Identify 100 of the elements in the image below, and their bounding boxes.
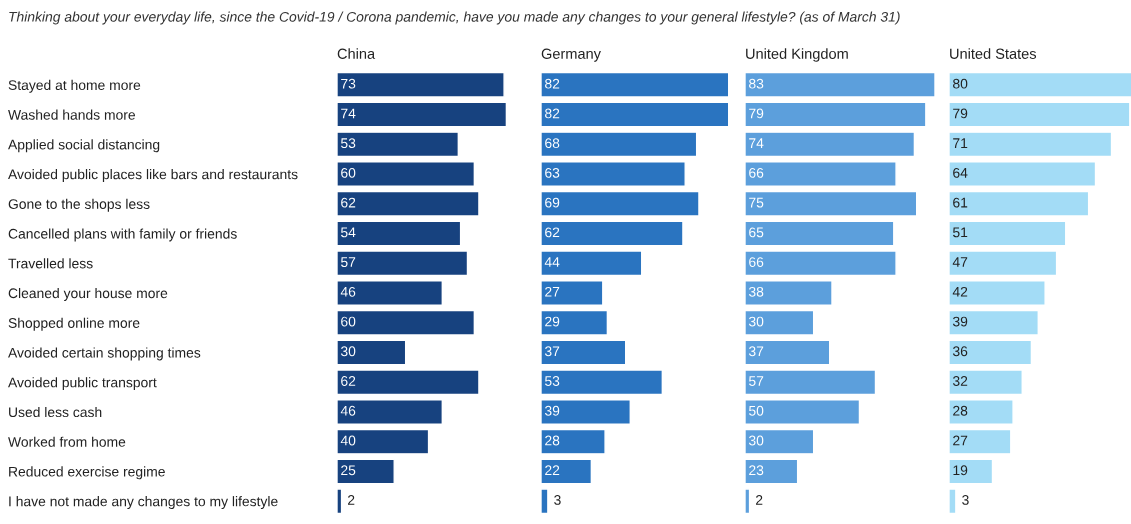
- data-label: 74: [341, 108, 356, 119]
- data-label: 28: [953, 405, 968, 416]
- y-tick-label: Washed hands more: [8, 109, 136, 120]
- bar: [949, 190, 1090, 217]
- data-label: 82: [545, 78, 560, 89]
- bar: [541, 71, 730, 98]
- data-label: 51: [952, 227, 968, 238]
- bar: [541, 101, 730, 128]
- data-label: 39: [544, 405, 560, 416]
- bar: [541, 190, 700, 217]
- data-label: 2: [756, 495, 763, 505]
- bar: [541, 369, 664, 396]
- data-label: 75: [749, 197, 764, 208]
- data-label: 2: [348, 495, 355, 505]
- data-label: 62: [341, 197, 356, 208]
- bar: [745, 428, 815, 455]
- y-tick-label: Shopped online more: [8, 317, 140, 331]
- y-tick-label: Travelled less: [8, 258, 93, 269]
- data-label: 68: [545, 138, 560, 149]
- y-tick-label: I have not made any changes to my lifestyle: [9, 496, 278, 510]
- data-label: 38: [748, 286, 764, 297]
- data-label: 27: [545, 286, 560, 297]
- y-tick-label: Used less cash: [9, 406, 102, 418]
- data-label: 46: [340, 286, 356, 297]
- data-label: 69: [545, 197, 560, 208]
- data-label: 83: [749, 78, 764, 89]
- data-label: 39: [952, 316, 968, 327]
- bar: [745, 250, 897, 277]
- bar: [745, 488, 751, 515]
- bar: [949, 250, 1058, 277]
- bar: [541, 161, 686, 187]
- bar: [541, 250, 643, 277]
- data-label: 3: [962, 495, 969, 505]
- bar: [337, 250, 469, 277]
- chart-title: United Kingdom: [746, 48, 848, 62]
- data-label: 23: [749, 465, 764, 476]
- bar: [949, 458, 994, 485]
- bar: [949, 369, 1023, 396]
- y-tick-label: Cleaned your house more: [8, 287, 168, 301]
- data-label: 66: [749, 167, 764, 178]
- bar: [337, 339, 407, 366]
- bar: [949, 428, 1012, 455]
- chart-title: Germany: [541, 48, 601, 62]
- y-tick-label: Worked from home: [8, 436, 126, 447]
- data-label: 40: [340, 435, 356, 446]
- y-tick-label: Applied social distancing: [8, 139, 160, 153]
- bar: [745, 309, 815, 336]
- data-label: 44: [544, 257, 560, 267]
- bar: [337, 399, 443, 425]
- bar: [949, 309, 1039, 336]
- data-label: 25: [341, 465, 356, 476]
- bar: [949, 101, 1131, 128]
- data-label: 79: [749, 108, 764, 119]
- bar: [745, 339, 831, 366]
- data-label: 62: [341, 376, 356, 386]
- data-label: 61: [953, 197, 968, 208]
- bar: [745, 280, 833, 306]
- data-label: 22: [545, 465, 560, 475]
- chart-title: China: [337, 48, 376, 59]
- data-label: 53: [340, 138, 356, 149]
- data-label: 50: [748, 405, 764, 416]
- bar: [337, 190, 480, 217]
- data-label: 73: [341, 78, 356, 89]
- bar: [949, 131, 1113, 158]
- bar: [949, 161, 1097, 187]
- y-tick-label: Stayed at home more: [8, 79, 141, 93]
- data-label: 28: [545, 435, 560, 446]
- bar: [745, 220, 895, 247]
- data-label: 30: [340, 346, 356, 357]
- bar: [337, 161, 476, 187]
- data-label: 3: [554, 495, 561, 505]
- data-label: 37: [544, 346, 560, 357]
- y-tick-label: Avoided public places like bars and restaurants: [8, 169, 298, 182]
- bar: [949, 280, 1046, 306]
- data-label: 60: [341, 316, 356, 327]
- data-label: 79: [953, 108, 968, 119]
- bar: [337, 131, 460, 158]
- bar: [337, 369, 480, 396]
- bar: [337, 488, 343, 515]
- data-label: 30: [748, 435, 764, 446]
- data-label: 47: [952, 257, 968, 267]
- bar: [337, 101, 508, 128]
- bar: [745, 458, 799, 485]
- bar: [745, 369, 877, 396]
- bar: [745, 131, 916, 158]
- data-label: 36: [952, 346, 968, 357]
- bar: [337, 428, 430, 455]
- y-tick-label: Cancelled plans with family or friends: [8, 228, 237, 242]
- data-label: 30: [748, 316, 764, 327]
- y-tick-label: Avoided certain shopping times: [8, 347, 201, 361]
- bar: [745, 101, 927, 128]
- bar: [541, 428, 606, 455]
- bar: [541, 458, 593, 485]
- data-label: 65: [749, 227, 764, 238]
- bar: [337, 458, 395, 485]
- bar: [541, 399, 631, 425]
- data-label: 29: [545, 316, 560, 327]
- y-tick-label: Gone to the shops less: [8, 198, 150, 212]
- bar: [541, 309, 609, 336]
- bar: [541, 339, 627, 366]
